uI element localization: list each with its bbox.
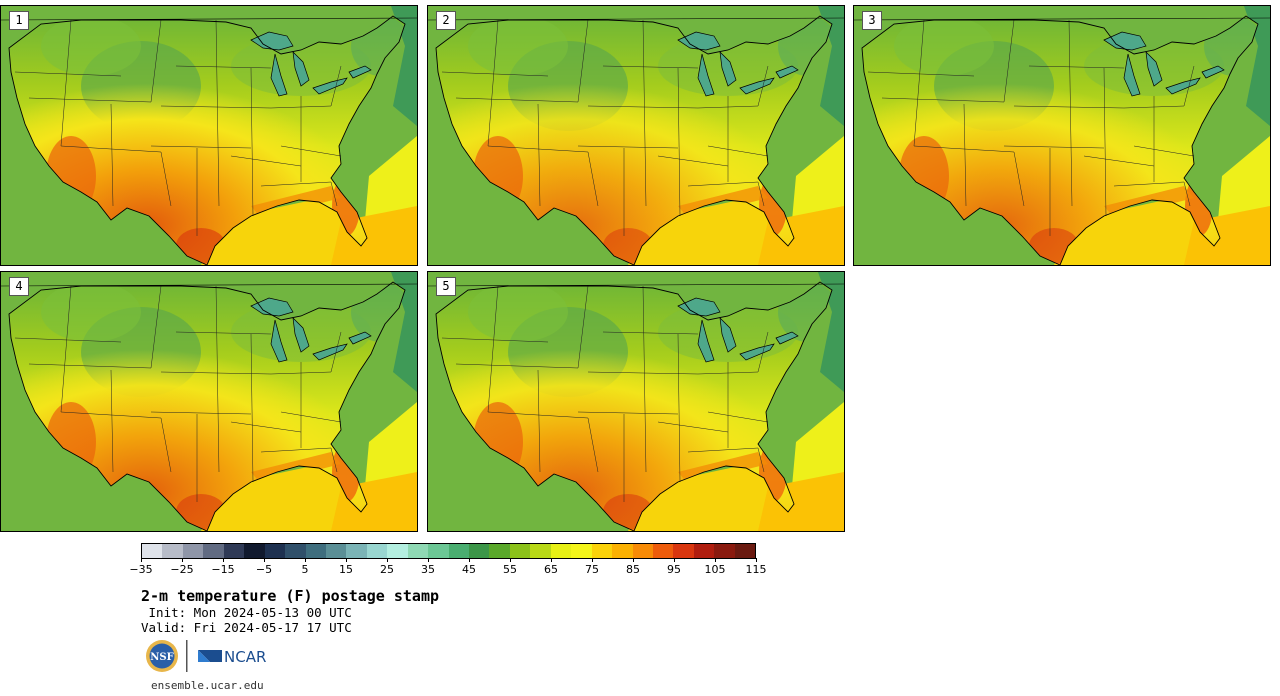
panel-number-label: 1 [9,11,29,30]
colorbar-swatch [142,544,163,558]
ncar-logo-icon: NCAR [198,648,266,666]
valid-time: Valid: Fri 2024-05-17 17 UTC [141,620,352,635]
colorbar-tick-label: 25 [380,563,394,576]
colorbar-swatch [182,544,204,558]
colorbar-tick-label: −5 [255,563,273,576]
colorbar-tick-label: 65 [544,563,558,576]
temperature-map [428,6,844,265]
colorbar-tick [674,558,675,562]
colorbar-tick-label: 95 [667,563,681,576]
colorbar-tick [469,558,470,562]
colorbar-ticks: −35 −25 −15 −5 5 15 25 35 45 55 65 75 85 95 105 115 [129,558,767,578]
colorbar-tick-label: 45 [462,563,476,576]
colorbar-swatch [285,544,306,558]
colorbar-swatch [693,544,715,558]
colorbar-tick-label: −15 [211,563,235,576]
colorbar-swatch [244,544,265,558]
site-url: ensemble.ucar.edu [151,679,264,692]
colorbar-tick-label: 5 [301,563,309,576]
colorbar-swatch [571,544,592,558]
nsf-logo-icon: NSF [146,640,178,672]
colorbar-swatch [530,544,551,558]
logos: NSF NCAR [144,638,274,674]
map-panel: 1 [0,5,418,266]
colorbar-swatch [305,544,326,558]
panel-number-label: 4 [9,277,29,296]
colorbar-swatch [366,544,388,558]
colorbar-tick [305,558,306,562]
colorbar-tick [182,558,183,562]
colorbar-swatch [346,544,367,558]
nsf-logo-text: NSF [150,652,173,663]
colorbar-swatch [407,544,429,558]
colorbar-tick-label: 75 [585,563,599,576]
temperature-map [1,6,417,265]
map-panel: 4 [0,271,418,532]
colorbar-swatch [325,544,347,558]
colorbar-tick [715,558,716,562]
colorbar-tick-label: 85 [626,563,640,576]
colorbar-swatch [203,544,224,558]
colorbar-swatch [428,544,449,558]
map-panel: 2 [427,5,845,266]
colorbar-tick [141,558,142,562]
colorbar-swatch [489,544,510,558]
colorbar [141,543,756,559]
colorbar-tick-label: 55 [503,563,517,576]
colorbar-swatch [591,544,613,558]
colorbar-tick-label: −35 [129,563,153,576]
colorbar-tick [510,558,511,562]
colorbar-tick-label: 15 [339,563,353,576]
colorbar-swatch [652,544,674,558]
colorbar-tick [633,558,634,562]
map-panel: 5 [427,271,845,532]
colorbar-swatch [673,544,694,558]
panel-number-label: 5 [436,277,456,296]
temperature-map [854,6,1270,265]
colorbar-tick [223,558,224,562]
colorbar-swatch [612,544,633,558]
map-panel: 3 [853,5,1271,266]
colorbar-swatch [509,544,531,558]
panel-number-label: 2 [436,11,456,30]
colorbar-tick-label: 105 [704,563,726,576]
panel-number-label: 3 [862,11,882,30]
colorbar-swatch [223,544,245,558]
colorbar-swatch [162,544,183,558]
colorbar-tick [387,558,388,562]
colorbar-swatch [714,544,735,558]
chart-title: 2-m temperature (F) postage stamp [141,587,440,605]
colorbar-tick [551,558,552,562]
init-time: Init: Mon 2024-05-13 00 UTC [141,605,352,620]
colorbar-tick [346,558,347,562]
colorbar-swatch [387,544,408,558]
colorbar-tick [264,558,265,562]
colorbar-tick-label: 115 [745,563,767,576]
colorbar-tick [592,558,593,562]
colorbar-swatch [264,544,286,558]
colorbar-tick [428,558,429,562]
colorbar-swatch [632,544,653,558]
colorbar-swatch [469,544,490,558]
colorbar-swatch [734,544,756,558]
colorbar-swatch [448,544,469,558]
ncar-logo-text: NCAR [224,648,266,666]
colorbar-tick [756,558,757,562]
colorbar-tick-label: −25 [170,563,194,576]
temperature-map [428,272,844,531]
colorbar-swatch [550,544,572,558]
colorbar-tick-label: 35 [421,563,435,576]
temperature-map [1,272,417,531]
